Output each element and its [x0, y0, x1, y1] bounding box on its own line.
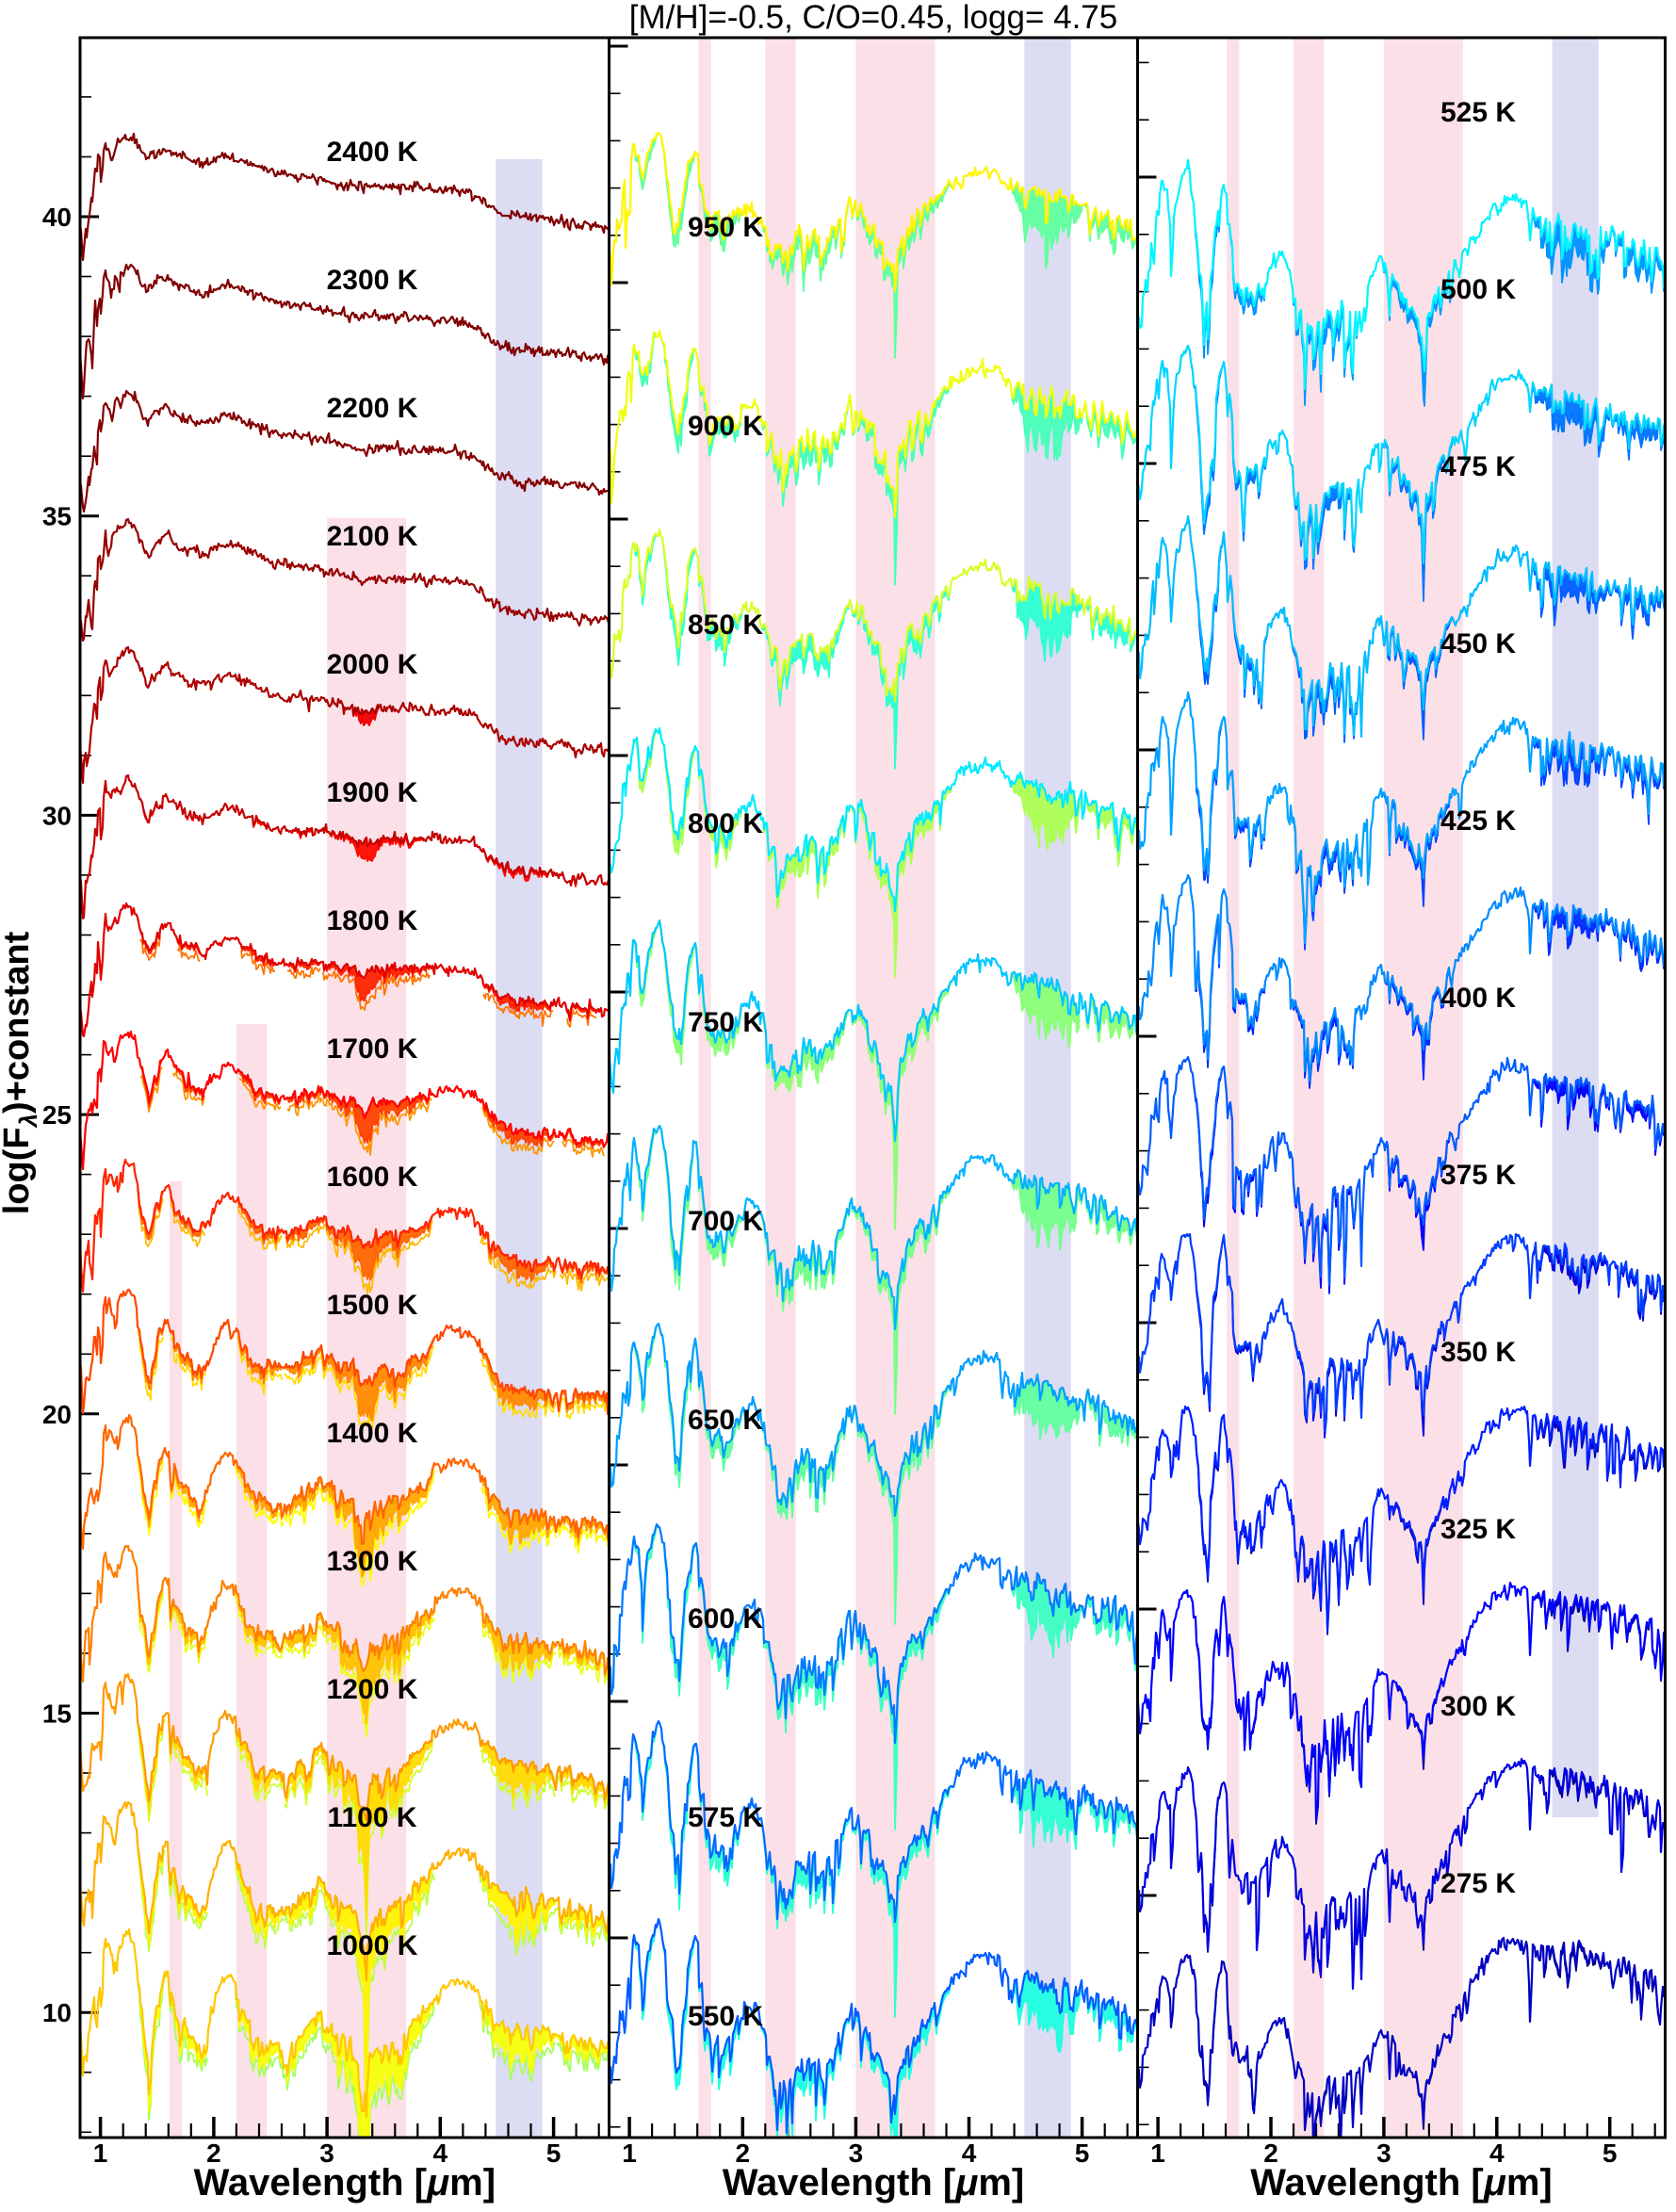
- svg-text:5: 5: [1075, 2139, 1090, 2168]
- svg-text:4: 4: [433, 2139, 448, 2168]
- svg-text:1300 K: 1300 K: [327, 1546, 418, 1577]
- svg-text:300 K: 300 K: [1440, 1691, 1516, 1722]
- svg-text:425 K: 425 K: [1440, 805, 1516, 837]
- svg-text:1900 K: 1900 K: [327, 777, 418, 808]
- svg-text:35: 35: [42, 502, 72, 531]
- svg-text:10: 10: [42, 1998, 72, 2027]
- svg-text:650 K: 650 K: [688, 1405, 763, 1436]
- svg-text:1500 K: 1500 K: [327, 1290, 418, 1321]
- svg-text:550 K: 550 K: [688, 2001, 763, 2032]
- svg-text:800 K: 800 K: [688, 808, 763, 839]
- svg-text:2200 K: 2200 K: [327, 393, 418, 424]
- svg-text:2400 K: 2400 K: [327, 137, 418, 168]
- svg-text:375 K: 375 K: [1440, 1160, 1516, 1191]
- svg-text:600 K: 600 K: [688, 1603, 763, 1635]
- svg-text:475 K: 475 K: [1440, 451, 1516, 482]
- svg-text:2: 2: [736, 2139, 751, 2168]
- svg-text:3: 3: [849, 2139, 864, 2168]
- svg-text:4: 4: [1489, 2139, 1505, 2168]
- svg-text:1600 K: 1600 K: [327, 1162, 418, 1193]
- svg-text:2: 2: [206, 2139, 221, 2168]
- svg-text:1200 K: 1200 K: [327, 1674, 418, 1705]
- svg-text:750 K: 750 K: [688, 1007, 763, 1038]
- svg-text:30: 30: [42, 801, 72, 830]
- svg-text:575 K: 575 K: [688, 1802, 763, 1833]
- svg-text:40: 40: [42, 203, 72, 232]
- svg-text:1: 1: [622, 2139, 637, 2168]
- svg-text:4: 4: [962, 2139, 977, 2168]
- svg-text:Wavelength [μm]: Wavelength [μm]: [1250, 2162, 1552, 2204]
- svg-text:2: 2: [1263, 2139, 1278, 2168]
- svg-text:700 K: 700 K: [688, 1206, 763, 1237]
- svg-text:2000 K: 2000 K: [327, 649, 418, 680]
- svg-text:2300 K: 2300 K: [327, 265, 418, 296]
- svg-text:325 K: 325 K: [1440, 1514, 1516, 1545]
- svg-text:850 K: 850 K: [688, 610, 763, 641]
- svg-text:2100 K: 2100 K: [327, 521, 418, 552]
- svg-text:1000 K: 1000 K: [327, 1930, 418, 1961]
- svg-text:1400 K: 1400 K: [327, 1418, 418, 1449]
- svg-text:500 K: 500 K: [1440, 274, 1516, 305]
- svg-text:5: 5: [1603, 2139, 1618, 2168]
- svg-text:275 K: 275 K: [1440, 1868, 1516, 1899]
- svg-text:450 K: 450 K: [1440, 628, 1516, 659]
- svg-text:5: 5: [546, 2139, 561, 2168]
- svg-text:Wavelength [μm]: Wavelength [μm]: [723, 2162, 1024, 2204]
- svg-text:400 K: 400 K: [1440, 983, 1516, 1014]
- svg-text:900 K: 900 K: [688, 411, 763, 442]
- svg-text:25: 25: [42, 1100, 72, 1130]
- svg-text:1700 K: 1700 K: [327, 1033, 418, 1065]
- svg-text:350 K: 350 K: [1440, 1337, 1516, 1368]
- svg-text:1100 K: 1100 K: [327, 1802, 416, 1833]
- svg-text:Wavelength [μm]: Wavelength [μm]: [194, 2162, 496, 2204]
- svg-text:20: 20: [42, 1400, 72, 1429]
- svg-text:15: 15: [42, 1700, 72, 1729]
- svg-text:3: 3: [1376, 2139, 1391, 2168]
- svg-text:525 K: 525 K: [1440, 97, 1516, 128]
- svg-text:log(Fλ)+constant: log(Fλ)+constant: [0, 931, 42, 1214]
- svg-text:1: 1: [1150, 2139, 1165, 2168]
- svg-text:3: 3: [319, 2139, 334, 2168]
- svg-text:[M/H]=-0.5, C/O=0.45, logg= 4.: [M/H]=-0.5, C/O=0.45, logg= 4.75: [629, 0, 1118, 36]
- svg-text:950 K: 950 K: [688, 212, 763, 243]
- svg-text:1: 1: [93, 2139, 108, 2168]
- svg-text:1800 K: 1800 K: [327, 905, 418, 936]
